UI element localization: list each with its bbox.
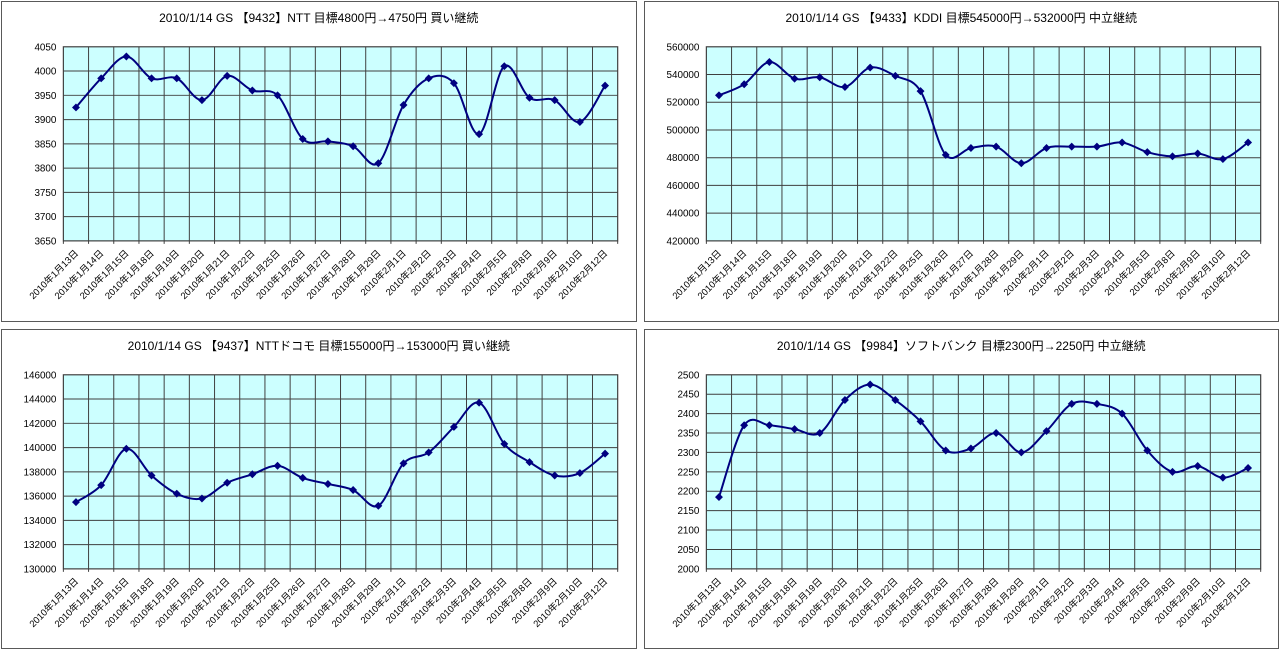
svg-text:2400: 2400 (677, 409, 699, 420)
chart-title-kddi: 2010/1/14 GS 【9433】KDDI 目標545000円→532000… (785, 11, 1137, 25)
svg-text:4050: 4050 (34, 42, 56, 53)
svg-text:2350: 2350 (677, 428, 699, 439)
series-line (74, 401, 607, 508)
svg-text:2250: 2250 (677, 467, 699, 478)
x-axis-ticks (705, 240, 1261, 244)
line-chart-9984-softbank: 2000 2050 2100 2150 2200 2250 2300 2350 2400 2450… (669, 370, 1261, 629)
y-axis-labels: 130000 132000 134000 136000 138000 140000 1420… (23, 370, 56, 575)
svg-text:540000: 540000 (666, 70, 699, 81)
svg-text:2450: 2450 (677, 389, 699, 400)
x-axis-labels: 2010年1月13日2010年1月14日2010年1月15日2010年1月18日… (27, 247, 610, 301)
chart-panel-9433-kddi: 2010/1/14 GS 【9433】KDDI 目標545000円→532000… (643, 1, 1279, 322)
svg-text:2200: 2200 (677, 486, 699, 497)
svg-text:3750: 3750 (34, 188, 56, 199)
gridlines (705, 374, 1261, 569)
x-axis-ticks (62, 568, 619, 572)
svg-text:480000: 480000 (666, 153, 699, 164)
svg-text:134000: 134000 (23, 515, 56, 526)
svg-text:520000: 520000 (666, 98, 699, 109)
y-axis-labels: 420000 440000 460000 480000 500000 520000 5400… (666, 42, 699, 247)
svg-text:144000: 144000 (23, 394, 56, 405)
svg-text:460000: 460000 (666, 181, 699, 192)
svg-text:132000: 132000 (23, 540, 56, 551)
svg-text:3900: 3900 (34, 115, 56, 126)
series-line (717, 61, 1249, 165)
svg-text:3800: 3800 (34, 164, 56, 175)
line-chart-9437-docomo: 130000 132000 134000 136000 138000 140000 1420… (23, 370, 619, 629)
svg-text:2300: 2300 (677, 447, 699, 458)
line-chart-9432-ntt: 3650 3700 3750 3800 3850 3900 3950 4000 4050 2010… (27, 42, 619, 301)
svg-text:2100: 2100 (677, 525, 699, 536)
y-axis-labels: 3650 3700 3750 3800 3850 3900 3950 4000 4050 (34, 42, 56, 247)
x-axis-labels: 2010年1月13日2010年1月14日2010年1月15日2010年1月18日… (669, 247, 1252, 301)
series-line (717, 382, 1249, 498)
svg-text:2500: 2500 (677, 370, 699, 381)
chart-panel-9432-ntt: 2010/1/14 GS 【9432】NTT 目標4800円→4750円 買い継… (1, 1, 637, 322)
chart-panel-9984-softbank: 2010/1/14 GS 【9984】ソフトバンク 目標2300円→2250円 … (643, 328, 1279, 649)
svg-text:146000: 146000 (23, 370, 56, 381)
series-line (74, 55, 607, 166)
svg-text:420000: 420000 (666, 236, 699, 247)
svg-text:500000: 500000 (666, 125, 699, 136)
chart-panel-9437-docomo: 2010/1/14 GS 【9437】NTTドコモ 目標155000円→1530… (1, 328, 637, 649)
svg-text:2050: 2050 (677, 544, 699, 555)
svg-text:4000: 4000 (34, 67, 56, 78)
svg-text:130000: 130000 (23, 564, 56, 575)
chart-title-softbank: 2010/1/14 GS 【9984】ソフトバンク 目標2300円→2250円 … (776, 338, 1146, 353)
x-axis-ticks (705, 568, 1261, 572)
x-axis-ticks (62, 240, 619, 244)
chart-title-ntt: 2010/1/14 GS 【9432】NTT 目標4800円→4750円 買い継… (159, 11, 479, 25)
svg-text:140000: 140000 (23, 443, 56, 454)
x-axis-labels: 2010年1月13日2010年1月14日2010年1月15日2010年1月18日… (669, 575, 1252, 629)
gridlines (705, 46, 1261, 241)
svg-text:3700: 3700 (34, 212, 56, 223)
y-axis-labels: 2000 2050 2100 2150 2200 2250 2300 2350 2400 2450… (677, 370, 699, 575)
svg-text:2000: 2000 (677, 564, 699, 575)
svg-text:3650: 3650 (34, 236, 56, 247)
svg-text:3850: 3850 (34, 139, 56, 150)
svg-text:136000: 136000 (23, 491, 56, 502)
svg-text:560000: 560000 (666, 42, 699, 53)
svg-text:138000: 138000 (23, 467, 56, 478)
svg-text:440000: 440000 (666, 209, 699, 220)
x-axis-labels: 2010年1月13日2010年1月14日2010年1月15日2010年1月18日… (27, 575, 610, 629)
svg-text:3950: 3950 (34, 91, 56, 102)
line-chart-9433-kddi: 420000 440000 460000 480000 500000 520000 5400… (666, 42, 1261, 301)
gridlines (63, 46, 618, 241)
svg-text:2150: 2150 (677, 506, 699, 517)
chart-title-docomo: 2010/1/14 GS 【9437】NTTドコモ 目標155000円→1530… (127, 338, 510, 353)
svg-text:142000: 142000 (23, 418, 56, 429)
